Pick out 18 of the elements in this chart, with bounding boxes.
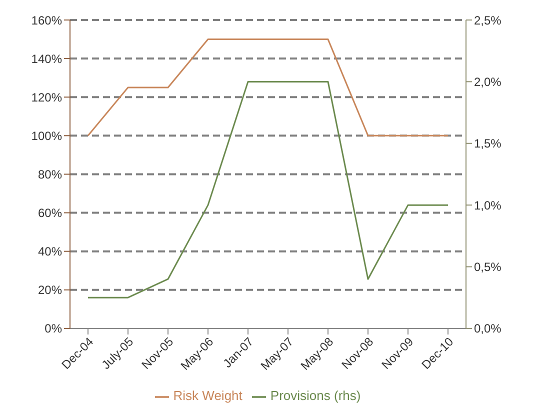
y-tick-label: 140% (31, 52, 62, 66)
y-tick-label: 80% (38, 167, 62, 182)
line-series (87, 80, 449, 298)
y-tick-label: 100% (31, 128, 62, 143)
y-tick-label: 20% (38, 283, 62, 298)
y-tick-label: 60% (38, 206, 62, 220)
y2-tick-label: 0,5% (474, 260, 502, 274)
y2-tick-label: 2,0% (474, 74, 502, 89)
y2-tick-label: 0,0% (474, 322, 502, 336)
legend-label: Risk Weight (173, 388, 242, 404)
y2-tick-label: 1,0% (474, 198, 502, 212)
y2-tick-label: 2,5% (474, 13, 502, 28)
y2-tick-label: 1,5% (474, 136, 502, 151)
y-tick-label: 0% (44, 322, 62, 336)
y-tick-label: 40% (38, 244, 62, 259)
legend-label: Provisions (rhs) (270, 388, 361, 404)
y-tick-label: 120% (31, 90, 62, 104)
y-tick-label: 160% (31, 13, 62, 28)
